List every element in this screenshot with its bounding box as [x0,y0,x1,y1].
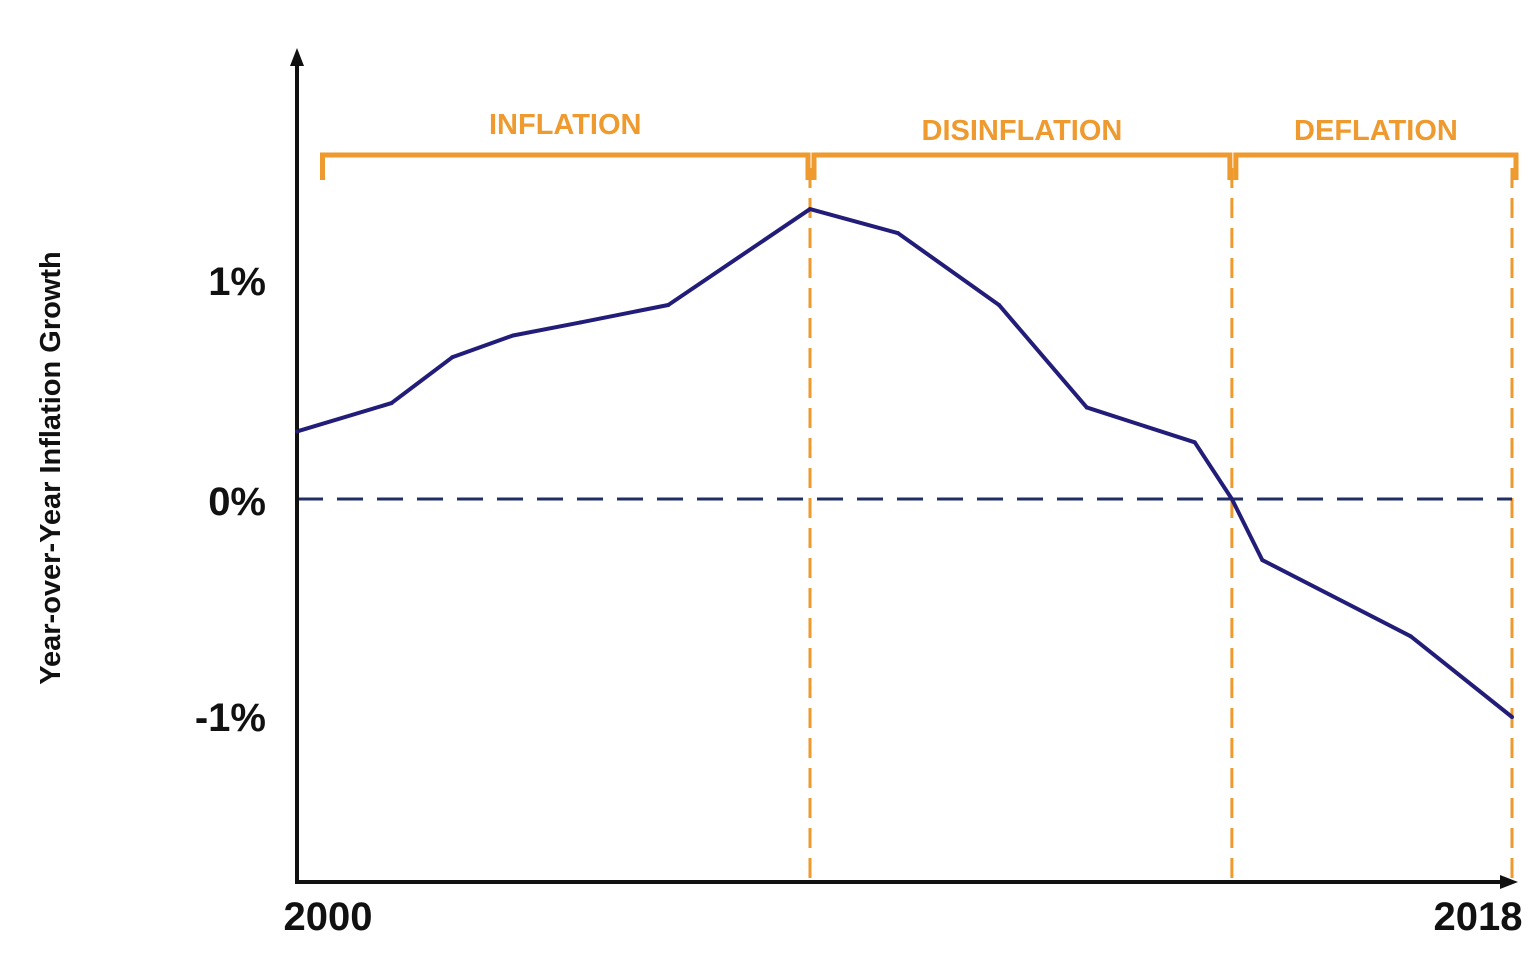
phase-brackets: INFLATION DISINFLATION DEFLATION [320,109,1519,180]
data-point [997,302,1001,307]
phase-bracket [811,152,1233,180]
phase-label: DEFLATION [1294,115,1458,147]
y-axis-label: Year-over-Year Inflation Growth [35,251,67,685]
data-point [1408,634,1413,639]
data-point [1229,497,1234,501]
phase-label: DISINFLATION [922,115,1123,147]
data-point [389,401,394,406]
y-tick-label: 1% [208,260,266,304]
phase-bracket [1233,152,1519,180]
y-tick-label: -1% [195,696,266,740]
series-line [296,207,1514,719]
phase-label: INFLATION [489,109,642,141]
data-point [1192,440,1197,445]
y-axis-arrow [290,48,304,66]
data-point [511,333,515,338]
y-tick-label: 0% [208,480,266,524]
data-point [666,302,671,307]
data-point [295,429,299,434]
axes [290,48,1518,889]
tick-labels: 1% 0% -1% 2000 2018 [195,260,1523,939]
x-tick-label: 2000 [284,895,373,939]
data-point [450,355,455,360]
data-point [1084,405,1089,410]
phase-boundary-lines [808,168,1514,880]
x-tick-label: 2018 [1434,895,1523,939]
phase-bracket [320,152,811,180]
data-point [1260,558,1265,563]
x-axis-arrow [1500,875,1518,889]
data-point [895,231,900,236]
data-point [1510,715,1514,719]
data-point [808,207,812,212]
data-point [578,320,583,325]
